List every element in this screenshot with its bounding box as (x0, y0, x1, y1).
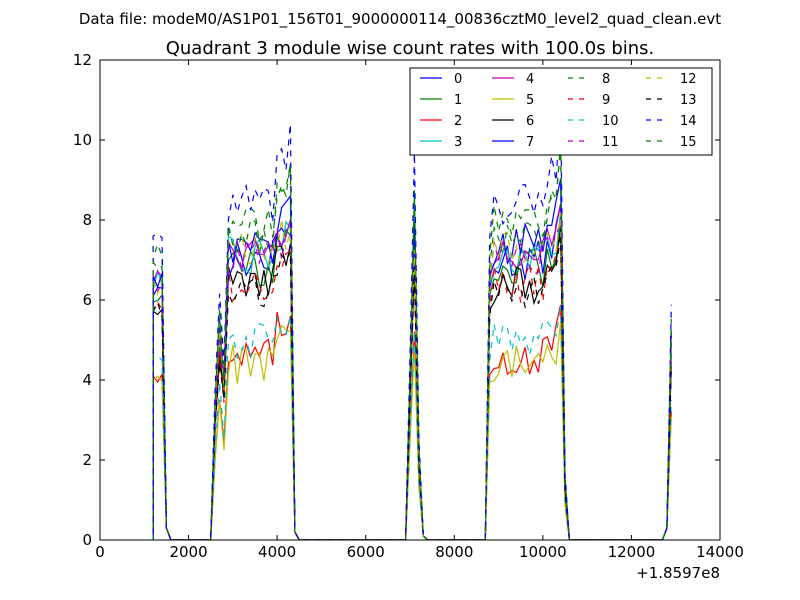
legend-label-14: 14 (680, 114, 697, 129)
legend-label-12: 12 (680, 72, 697, 87)
x-tick-label: 6000 (347, 543, 385, 561)
legend-label-3: 3 (454, 135, 462, 150)
series-line-15 (152, 145, 672, 540)
x-tick-label: 10000 (519, 543, 567, 561)
legend-label-2: 2 (454, 114, 462, 129)
y-tick-label: 10 (73, 131, 92, 149)
legend-label-10: 10 (602, 114, 619, 129)
legend-label-7: 7 (526, 135, 534, 150)
x-tick-label: 12000 (608, 543, 656, 561)
chart-suptitle: Data file: modeM0/AS1P01_156T01_90000001… (79, 10, 721, 29)
x-offset-label: +1.8597e8 (636, 564, 720, 582)
y-tick-label: 4 (82, 371, 92, 389)
chart-title: Quadrant 3 module wise count rates with … (166, 38, 655, 59)
legend-label-11: 11 (602, 135, 619, 150)
legend-label-8: 8 (602, 72, 610, 87)
series-line-10 (152, 304, 672, 540)
legend-label-9: 9 (602, 93, 610, 108)
legend-label-0: 0 (454, 72, 462, 87)
legend-label-6: 6 (526, 114, 534, 129)
x-tick-label: 4000 (258, 543, 296, 561)
y-tick-label: 2 (82, 451, 92, 469)
legend-label-5: 5 (526, 93, 534, 108)
legend-label-15: 15 (680, 135, 697, 150)
legend-label-1: 1 (454, 93, 462, 108)
y-tick-label: 12 (73, 51, 92, 69)
series-group (152, 103, 672, 540)
x-tick-label: 8000 (435, 543, 473, 561)
y-tick-label: 0 (82, 531, 92, 549)
x-tick-label: 0 (95, 543, 105, 561)
x-tick-label: 2000 (169, 543, 207, 561)
legend-label-13: 13 (680, 93, 697, 108)
legend-label-4: 4 (526, 72, 534, 87)
y-tick-label: 8 (82, 211, 92, 229)
x-axis: 0 2000 4000 6000 8000 10000 12000 14000 (95, 60, 744, 561)
y-tick-label: 6 (82, 291, 92, 309)
x-tick-label: 14000 (696, 543, 744, 561)
